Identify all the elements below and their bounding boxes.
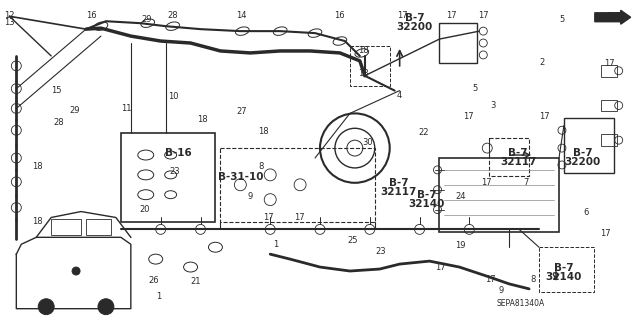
Text: 17: 17 [446,11,457,20]
Text: FR.: FR. [607,12,628,22]
Bar [350,46,390,85]
Bar [601,134,617,146]
Text: B-7: B-7 [573,148,593,158]
Text: B-16: B-16 [165,148,192,158]
Text: 20: 20 [140,204,150,214]
Text: B-7: B-7 [417,190,436,200]
Bar [539,247,594,292]
Text: 8: 8 [259,162,264,171]
Text: 9: 9 [248,192,253,201]
Bar [86,219,111,235]
Text: 3: 3 [490,100,496,109]
Text: 17: 17 [294,212,305,221]
Text: 32117: 32117 [500,157,536,167]
Text: 14: 14 [236,11,246,20]
Text: 18: 18 [32,162,42,171]
Text: 32117: 32117 [380,187,417,197]
Circle shape [38,299,54,315]
Bar [601,100,617,111]
Text: 17: 17 [485,275,495,284]
Text: 29: 29 [141,15,152,24]
Text: 5: 5 [473,84,478,93]
Bar [220,148,375,222]
Text: 18: 18 [258,127,269,136]
Text: 6: 6 [583,208,589,217]
Text: B-7: B-7 [554,263,573,273]
Circle shape [98,299,114,315]
Circle shape [72,267,80,275]
Text: 18: 18 [32,218,42,226]
Bar [440,23,477,63]
Bar [601,65,617,77]
Text: 32140: 32140 [546,272,582,282]
Text: 15: 15 [51,85,61,95]
Text: 17: 17 [463,112,474,122]
Text: 28: 28 [54,118,65,127]
Text: 2: 2 [540,58,545,67]
Text: 7: 7 [524,178,529,187]
Text: 24: 24 [455,192,466,201]
Text: 17: 17 [435,263,446,272]
Text: 1: 1 [273,240,279,249]
Text: 8: 8 [531,275,536,284]
Text: 4: 4 [397,91,403,100]
Text: 19: 19 [455,241,466,250]
Text: 32140: 32140 [408,199,445,209]
Text: B-31-10: B-31-10 [218,172,263,182]
Text: B-7: B-7 [508,148,528,158]
Text: 11: 11 [120,105,131,114]
Text: 27: 27 [236,108,246,116]
Text: 16: 16 [333,11,344,20]
Text: 32200: 32200 [396,22,433,32]
Text: 10: 10 [168,92,179,100]
Text: 17: 17 [600,229,611,238]
Text: 21: 21 [190,277,201,286]
Text: 32200: 32200 [564,157,601,167]
Text: 29: 29 [70,107,80,115]
Text: 17: 17 [263,212,273,221]
Text: 5: 5 [559,15,564,24]
Text: 23: 23 [170,167,180,176]
Text: 18: 18 [358,46,369,55]
Text: 9: 9 [499,286,504,295]
Text: 22: 22 [419,128,429,137]
Text: B-7: B-7 [404,13,424,23]
Bar [121,133,216,222]
Text: 18: 18 [358,69,369,78]
Text: SEPA81340A: SEPA81340A [496,299,544,308]
Text: 13: 13 [4,18,15,27]
Text: 16: 16 [86,11,96,20]
FancyArrow shape [595,10,630,24]
Text: 30: 30 [362,138,373,147]
Bar [489,138,529,176]
Bar [51,219,81,235]
Text: 12: 12 [4,11,15,20]
Text: 1: 1 [156,292,161,301]
Text: 17: 17 [478,11,488,20]
Text: B-7: B-7 [389,178,408,188]
Text: 28: 28 [167,11,178,20]
Text: 17: 17 [539,112,549,122]
Text: 26: 26 [148,276,159,285]
Text: 17: 17 [397,11,408,20]
Text: 23: 23 [376,247,386,256]
Text: 18: 18 [197,115,208,124]
Bar [564,118,614,173]
Text: 25: 25 [348,236,358,245]
Text: 17: 17 [604,59,615,68]
Bar [440,158,559,232]
Text: 17: 17 [481,178,492,187]
